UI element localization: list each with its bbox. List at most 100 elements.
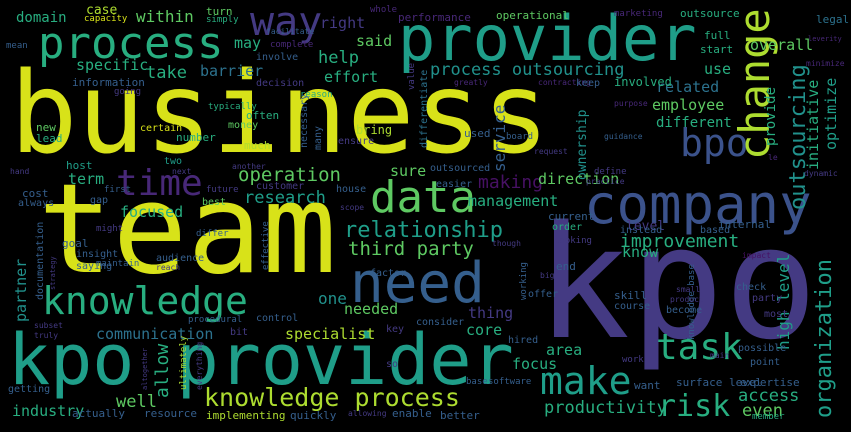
word-two: two <box>164 156 183 167</box>
word-leverity: leverity <box>808 35 842 43</box>
word-many: many <box>313 125 324 150</box>
word-performance: performance <box>398 11 471 24</box>
word-case: case <box>86 3 118 18</box>
word-need: need <box>350 251 485 316</box>
word-making: making <box>478 172 544 193</box>
word-define: define <box>594 167 627 177</box>
word-take: take <box>146 63 187 83</box>
word-knowledge-process: knowledge process <box>204 383 460 412</box>
word-said: said <box>356 32 393 50</box>
word-procedural: procedural <box>188 315 243 325</box>
word-documentation: documentation <box>35 221 46 300</box>
word-easier: easier <box>436 179 473 190</box>
word-needed: needed <box>344 300 399 318</box>
word-insight: insight <box>76 249 119 260</box>
word-thing: thing <box>468 304 514 322</box>
word-instead: instead <box>620 225 663 236</box>
word-kpo-provider: kpo provider <box>8 319 514 401</box>
word-kpo: kpo <box>536 192 818 374</box>
word-might: might <box>96 224 124 234</box>
word-much: much <box>244 139 271 152</box>
word-money: money <box>228 120 259 131</box>
word-become: become <box>666 305 703 316</box>
word-knowledge: knowledge <box>42 279 248 323</box>
word-new: new <box>36 121 56 134</box>
word-internal: internal <box>718 218 771 231</box>
word-key: key <box>386 324 405 335</box>
word-big: big <box>540 271 555 280</box>
word-mean: mean <box>6 41 28 51</box>
word-time: time <box>116 163 203 204</box>
word-value: value <box>407 62 417 90</box>
word-effort: effort <box>324 68 379 86</box>
word-within: within <box>136 7 194 26</box>
word-enable: enable <box>392 407 432 420</box>
word-course: course <box>614 301 651 312</box>
word-reason: reason <box>300 90 333 100</box>
word-domain: domain <box>16 10 67 26</box>
word-sure: sure <box>390 162 427 180</box>
word-getting: getting <box>8 384 51 395</box>
word-communication: communication <box>96 325 214 343</box>
word-focused: focused <box>120 203 184 221</box>
word-goal: goal <box>62 237 89 250</box>
word-keep: keep <box>576 78 601 89</box>
word-provider: provider <box>398 2 697 75</box>
word-best: best <box>202 197 227 208</box>
word-first: first <box>104 185 132 195</box>
word-operational: operational <box>496 9 569 22</box>
word-even: even <box>742 401 783 421</box>
word-certain: certain <box>140 123 183 134</box>
word-another: another <box>232 162 266 171</box>
word-minimize: minimize <box>806 59 845 68</box>
word-task: task <box>656 327 743 368</box>
word-want: want <box>634 379 661 392</box>
word-may: may <box>234 34 262 52</box>
word-information: information <box>72 76 145 89</box>
word-way: way <box>250 0 323 45</box>
word-current: current <box>548 210 595 223</box>
word-area: area <box>546 341 583 359</box>
word-often: often <box>246 109 280 122</box>
word-cost: cost <box>22 187 49 200</box>
word-start: start <box>700 43 734 56</box>
word-level: level <box>626 219 666 234</box>
word-contracting: contracting <box>538 78 591 87</box>
word-surface-level: surface level <box>676 376 763 389</box>
word-purpose: purpose <box>614 99 648 108</box>
word-employee: employee <box>652 96 725 114</box>
word-hired: hired <box>508 335 539 346</box>
word-expertise: expertise <box>740 376 800 389</box>
word-typically: typically <box>208 102 257 112</box>
word-complete: complete <box>270 40 314 50</box>
word-operation: operation <box>238 164 341 186</box>
word-help: help <box>318 48 359 68</box>
word-facilitate: facilitate <box>266 27 315 36</box>
word-related: related <box>656 78 720 96</box>
word-strategy: strategy <box>49 256 57 290</box>
word-greatly: greatly <box>454 78 488 87</box>
word-outsourced: outsourced <box>430 163 491 174</box>
word-gap: gap <box>90 195 109 206</box>
word-data: data <box>370 172 476 223</box>
word-end: end <box>556 260 576 273</box>
word-necessary: necessary <box>299 93 310 148</box>
word-process: process <box>38 18 224 69</box>
word-work: work <box>622 355 644 365</box>
word-next: next <box>172 167 192 176</box>
word-one: one <box>318 289 347 308</box>
word-business: business <box>10 49 550 179</box>
word-used: used <box>464 127 491 140</box>
word-involved: involved <box>614 75 672 89</box>
word-whole: whole <box>370 5 398 15</box>
word-hand: hand <box>10 167 30 176</box>
word-practice: practice <box>586 177 625 186</box>
word-host: host <box>66 159 93 172</box>
word-main: main <box>710 351 730 360</box>
word-industry: industry <box>12 402 85 420</box>
word-turn: turn <box>206 5 233 18</box>
word-check: check <box>736 282 767 293</box>
word-number: number <box>176 131 216 144</box>
word-going: going <box>114 87 142 97</box>
word-based: based <box>700 225 731 236</box>
